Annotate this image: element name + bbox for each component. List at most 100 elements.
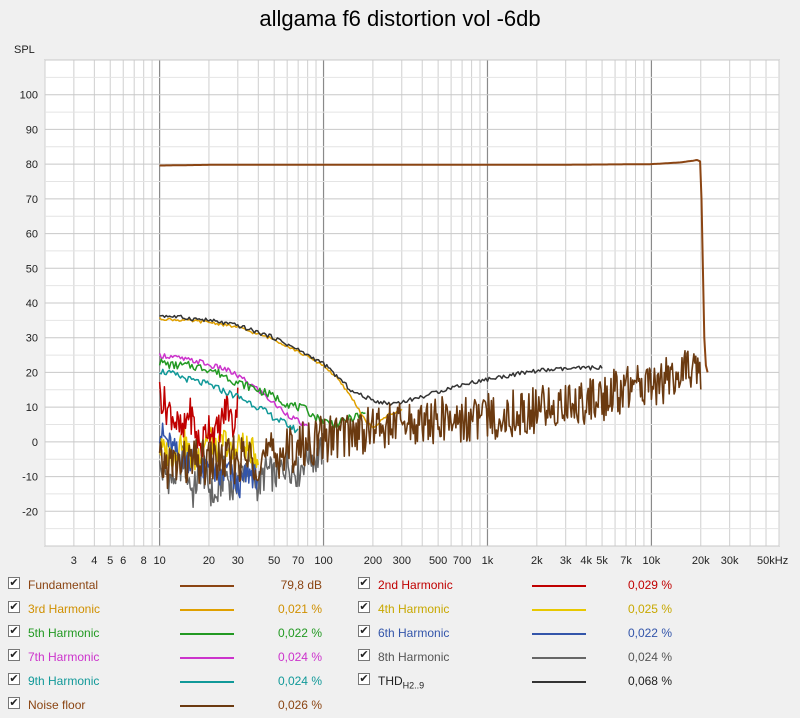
legend-label: 8th Harmonic: [378, 650, 450, 664]
legend-value: 0,021 %: [277, 602, 322, 616]
legend: ✔ Fundamental 79,8 dB ✔ 2nd Harmonic 0,0…: [0, 572, 800, 718]
y-tick-label: 70: [26, 194, 38, 206]
thd-subscript: H2..9: [402, 680, 425, 691]
legend-swatch: [180, 657, 234, 659]
legend-value: 0,024 %: [277, 650, 322, 664]
y-tick-label: 80: [26, 159, 38, 171]
checkbox-5th-harmonic[interactable]: ✔: [8, 625, 20, 637]
y-tick-label: -10: [22, 472, 38, 484]
legend-item-4th-harmonic[interactable]: ✔ 4th Harmonic 0,025 %: [358, 598, 688, 618]
legend-swatch: [532, 633, 586, 635]
legend-swatch: [180, 705, 234, 707]
y-axis-label: SPL: [14, 44, 35, 56]
x-tick-label: 100: [314, 555, 332, 567]
legend-value: 0,025 %: [627, 602, 672, 616]
x-tick-label: 500: [429, 555, 447, 567]
legend-item-3rd-harmonic[interactable]: ✔ 3rd Harmonic 0,021 %: [8, 598, 338, 618]
y-tick-label: -20: [22, 506, 38, 518]
x-tick-label: 6: [120, 555, 126, 567]
checkbox-8th-harmonic[interactable]: ✔: [358, 649, 370, 661]
series-line-7th-harmonic: [158, 353, 309, 427]
legend-label: 6th Harmonic: [378, 626, 450, 640]
legend-item-fundamental[interactable]: ✔ Fundamental 79,8 dB: [8, 574, 338, 594]
x-tick-label: 20k: [692, 555, 710, 567]
legend-item-8th-harmonic[interactable]: ✔ 8th Harmonic 0,024 %: [358, 646, 688, 666]
x-tick-label: 5: [107, 555, 113, 567]
checkbox-7th-harmonic[interactable]: ✔: [8, 649, 20, 661]
legend-label: Noise floor: [28, 698, 86, 712]
x-tick-label: 2k: [531, 555, 543, 567]
x-tick-label: 10k: [643, 555, 661, 567]
legend-item-thd[interactable]: ✔ THDH2..9 0,068 %: [358, 670, 688, 690]
series-line-2nd-harmonic: [158, 381, 239, 458]
checkbox-3rd-harmonic[interactable]: ✔: [8, 601, 20, 613]
legend-swatch: [532, 609, 586, 611]
series-line-9th-harmonic: [159, 368, 299, 434]
legend-value: 0,068 %: [627, 674, 672, 688]
x-tick-label: 700: [453, 555, 471, 567]
thd-label: THD: [378, 674, 403, 688]
legend-label: 5th Harmonic: [28, 626, 100, 640]
x-tick-label: 20: [203, 555, 215, 567]
y-tick-label: 100: [20, 90, 38, 102]
legend-item-5th-harmonic[interactable]: ✔ 5th Harmonic 0,022 %: [8, 622, 338, 642]
legend-swatch: [532, 657, 586, 659]
legend-item-6th-harmonic[interactable]: ✔ 6th Harmonic 0,022 %: [358, 622, 688, 642]
series-line-8th-harmonic: [158, 433, 325, 509]
x-tick-label: 50kHz: [757, 555, 788, 567]
legend-swatch: [180, 585, 234, 587]
x-tick-label: 200: [364, 555, 382, 567]
x-tick-label: 4: [91, 555, 97, 567]
legend-value: 0,024 %: [627, 650, 672, 664]
legend-swatch: [180, 609, 234, 611]
legend-swatch: [532, 681, 586, 683]
checkbox-noise-floor[interactable]: ✔: [8, 697, 20, 709]
legend-label: 4th Harmonic: [378, 602, 450, 616]
checkbox-thd[interactable]: ✔: [358, 673, 370, 685]
y-tick-label: 60: [26, 229, 38, 241]
x-tick-label: 4k: [580, 555, 592, 567]
series-line-noise-floor: [158, 350, 702, 490]
legend-value: 0,024 %: [277, 674, 322, 688]
legend-value: 0,026 %: [277, 698, 322, 712]
x-tick-label: 50: [268, 555, 280, 567]
x-tick-label: 1k: [482, 555, 494, 567]
checkbox-9th-harmonic[interactable]: ✔: [8, 673, 20, 685]
legend-item-9th-harmonic[interactable]: ✔ 9th Harmonic 0,024 %: [8, 670, 338, 690]
legend-label: 2nd Harmonic: [378, 578, 453, 592]
legend-value: 0,022 %: [627, 626, 672, 640]
y-tick-label: 20: [26, 367, 38, 379]
series-line-thd-h2-9: [159, 314, 603, 406]
legend-label: THDH2..9: [378, 674, 424, 690]
checkbox-fundamental[interactable]: ✔: [8, 577, 20, 589]
y-tick-label: 10: [26, 402, 38, 414]
checkbox-2nd-harmonic[interactable]: ✔: [358, 577, 370, 589]
legend-swatch: [180, 633, 234, 635]
legend-swatch: [532, 585, 586, 587]
legend-item-noise-floor[interactable]: ✔ Noise floor 0,026 %: [8, 694, 338, 714]
legend-item-2nd-harmonic[interactable]: ✔ 2nd Harmonic 0,029 %: [358, 574, 688, 594]
legend-value: 79,8 dB: [280, 578, 322, 592]
x-tick-label: 70: [292, 555, 304, 567]
legend-value: 0,029 %: [627, 578, 672, 592]
checkbox-6th-harmonic[interactable]: ✔: [358, 625, 370, 637]
x-tick-label: 8: [141, 555, 147, 567]
y-tick-label: 0: [32, 437, 38, 449]
y-tick-label: 50: [26, 263, 38, 275]
x-tick-label: 10: [153, 555, 165, 567]
x-tick-label: 7k: [620, 555, 632, 567]
x-tick-label: 300: [393, 555, 411, 567]
x-tick-label: 30k: [721, 555, 739, 567]
legend-label: 9th Harmonic: [28, 674, 100, 688]
y-tick-label: 30: [26, 333, 38, 345]
legend-label: 7th Harmonic: [28, 650, 100, 664]
checkbox-4th-harmonic[interactable]: ✔: [358, 601, 370, 613]
series-line-6th-harmonic: [158, 422, 259, 499]
series-line-3rd-harmonic: [158, 316, 403, 429]
legend-label: Fundamental: [28, 578, 99, 592]
legend-item-7th-harmonic[interactable]: ✔ 7th Harmonic 0,024 %: [8, 646, 338, 666]
legend-value: 0,022 %: [277, 626, 322, 640]
y-tick-label: 40: [26, 298, 38, 310]
x-tick-label: 3k: [560, 555, 572, 567]
